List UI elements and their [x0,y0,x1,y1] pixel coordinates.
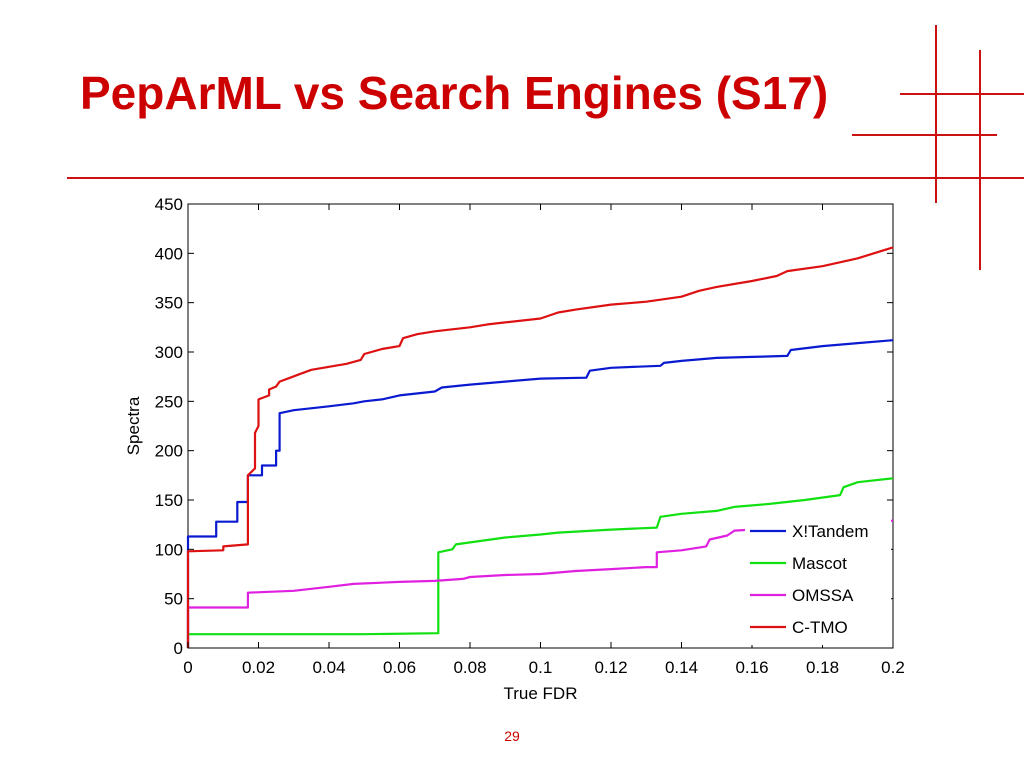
x-tick-label: 0.06 [383,658,416,677]
y-tick-label: 400 [155,244,183,263]
x-tick-label: 0 [183,658,192,677]
y-axis-label: Spectra [124,396,143,455]
x-tick-label: 0.16 [735,658,768,677]
decor-horizontal-line-top [900,93,1024,95]
y-tick-label: 50 [164,590,183,609]
y-tick-label: 200 [155,442,183,461]
decor-horizontal-line-middle [852,134,997,136]
y-tick-label: 100 [155,540,183,559]
chart-legend: X!Tandem Mascot OMSSA C-TMO [745,515,891,645]
y-tick-label: 300 [155,343,183,362]
legend-label-omssa: OMSSA [792,586,854,605]
legend-label-mascot: Mascot [792,554,847,573]
page-number: 29 [504,728,520,744]
legend-label-x-tandem: X!Tandem [792,522,869,541]
x-tick-label: 0.08 [453,658,486,677]
x-tick-label: 0.14 [665,658,698,677]
series-line-mascot [186,477,894,648]
x-tick-label: 0.12 [594,658,627,677]
x-tick-label: 0.1 [529,658,553,677]
x-tick-label: 0.04 [312,658,345,677]
legend-box [745,515,891,645]
y-tick-label: 450 [155,195,183,214]
y-tick-label: 150 [155,491,183,510]
x-tick-label: 0.18 [806,658,839,677]
x-axis-label: True FDR [504,684,578,703]
y-tick-label: 350 [155,294,183,313]
decor-horizontal-rule [67,177,1024,179]
y-tick-label: 250 [155,392,183,411]
slide-title: PepArML vs Search Engines (S17) [80,67,829,119]
x-tick-label: 0.02 [242,658,275,677]
x-tick-label: 0.2 [881,658,905,677]
decor-vertical-line-left [935,25,937,203]
series-line-omssa [186,519,894,648]
series-line-c-tmo [186,246,894,648]
decor-vertical-line-right [979,50,981,270]
legend-label-c-tmo: C-TMO [792,618,848,637]
y-tick-label: 0 [174,639,183,658]
